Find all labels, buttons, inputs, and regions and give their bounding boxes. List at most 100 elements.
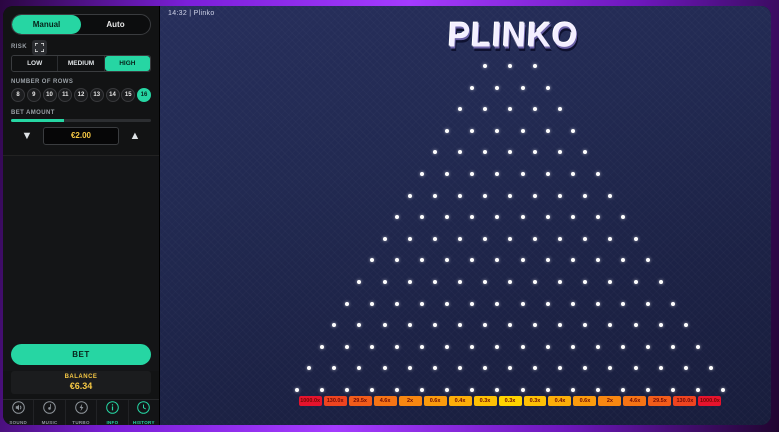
peg	[508, 64, 512, 68]
balance-value: €6.34	[69, 381, 93, 391]
peg	[608, 280, 613, 284]
nav-item-history[interactable]: HISTORY	[129, 400, 159, 425]
nav-item-music[interactable]: MUSIC	[34, 400, 66, 425]
sidebar: Manual Auto RISK LOW MEDIUM HIGH NUMBER OF …	[3, 6, 160, 425]
bet-button[interactable]: BET	[11, 344, 151, 365]
peg	[357, 366, 362, 371]
peg	[520, 301, 525, 306]
rows-label: NUMBER OF ROWS	[11, 79, 74, 85]
bet-amount-input[interactable]: €2.00	[43, 127, 119, 145]
bet-button-wrap: BET	[3, 338, 159, 371]
peg	[520, 215, 525, 220]
peg	[445, 258, 450, 263]
nav-item-turbo[interactable]: TURBO	[66, 400, 98, 425]
rows-option-10[interactable]: 10	[42, 88, 57, 102]
speaker-icon	[11, 400, 25, 419]
peg	[395, 258, 400, 263]
peg	[545, 128, 550, 133]
peg	[533, 107, 538, 112]
peg	[407, 280, 412, 284]
rows-option-13[interactable]: 13	[89, 88, 104, 102]
mode-tabs: Manual Auto	[11, 14, 151, 35]
peg	[620, 388, 625, 392]
peg	[369, 388, 374, 392]
rows-selector: 8 9 10 11 12 13 14 15 16	[11, 88, 151, 102]
multiplier-slot-29.5x: 29.5x	[648, 396, 672, 406]
multiplier-slot-130.0x: 130.0x	[673, 396, 697, 406]
bet-progress-track[interactable]	[11, 119, 151, 122]
rows-option-16[interactable]: 16	[137, 88, 151, 102]
risk-option-high[interactable]: HIGH	[104, 56, 150, 71]
fullscreen-icon[interactable]	[31, 39, 47, 55]
peg-board	[160, 6, 771, 425]
peg	[508, 236, 512, 241]
multiplier-slot-2x: 2x	[398, 396, 422, 406]
peg	[533, 280, 538, 284]
peg	[395, 215, 400, 220]
multiplier-slot-4.6x: 4.6x	[373, 396, 397, 406]
rows-option-12[interactable]: 12	[74, 88, 88, 102]
multiplier-slot-2x: 2x	[598, 396, 622, 406]
bet-increase-button[interactable]: ▲	[129, 130, 141, 142]
peg	[395, 388, 400, 392]
peg	[382, 323, 387, 328]
peg	[319, 388, 324, 392]
history-clock-icon	[137, 400, 151, 419]
peg	[508, 323, 512, 328]
peg	[520, 172, 525, 176]
peg	[545, 258, 550, 263]
mode-tab-manual[interactable]: Manual	[12, 15, 81, 34]
rows-option-9[interactable]: 9	[26, 88, 41, 102]
peg	[395, 301, 400, 306]
multiplier-slots: 1000.0x 130.0x 29.5x 4.6x 2x 0.6x 0.4x 0.3x 0.3x…	[298, 396, 722, 406]
lightning-icon	[74, 400, 88, 419]
rows-option-15[interactable]: 15	[121, 88, 136, 102]
peg	[620, 258, 625, 263]
peg	[482, 366, 487, 371]
peg	[482, 107, 487, 112]
bet-decrease-button[interactable]: ▼	[21, 130, 33, 142]
rows-option-14[interactable]: 14	[105, 88, 120, 102]
peg	[533, 64, 538, 68]
risk-selector: LOW MEDIUM HIGH	[11, 55, 151, 72]
peg	[457, 323, 462, 328]
risk-option-medium[interactable]: MEDIUM	[58, 56, 105, 71]
peg	[608, 236, 613, 241]
peg	[495, 344, 500, 349]
peg	[482, 64, 487, 68]
rows-option-8[interactable]: 8	[11, 88, 25, 102]
bet-stepper: ▼ €2.00 ▲	[11, 127, 151, 145]
peg	[470, 172, 475, 176]
peg	[533, 193, 538, 198]
peg	[633, 323, 638, 328]
bet-progress-fill	[11, 119, 65, 122]
peg	[583, 150, 588, 155]
peg	[432, 236, 437, 241]
topbar-clock-title: 14:32 | Plinko	[168, 10, 215, 17]
multiplier-slot-1000.0x: 1000.0x	[298, 396, 322, 406]
peg	[432, 193, 437, 198]
peg	[432, 150, 437, 155]
peg	[595, 258, 600, 263]
peg	[545, 215, 550, 220]
peg	[533, 150, 538, 155]
peg	[495, 301, 500, 306]
rows-option-11[interactable]: 11	[58, 88, 73, 102]
peg	[533, 236, 538, 241]
peg	[495, 388, 500, 392]
nav-item-sound[interactable]: SOUND	[3, 400, 35, 425]
peg	[708, 366, 713, 371]
peg	[520, 128, 525, 133]
peg	[332, 323, 337, 328]
peg	[558, 107, 563, 112]
mode-tab-auto[interactable]: Auto	[106, 20, 125, 29]
risk-option-low[interactable]: LOW	[12, 56, 59, 71]
peg	[470, 128, 475, 133]
nav-item-info[interactable]: INFO	[97, 400, 129, 425]
peg	[520, 388, 525, 392]
peg	[633, 236, 638, 241]
peg	[445, 172, 450, 176]
peg	[407, 366, 412, 371]
peg	[646, 344, 651, 349]
peg	[495, 85, 500, 90]
